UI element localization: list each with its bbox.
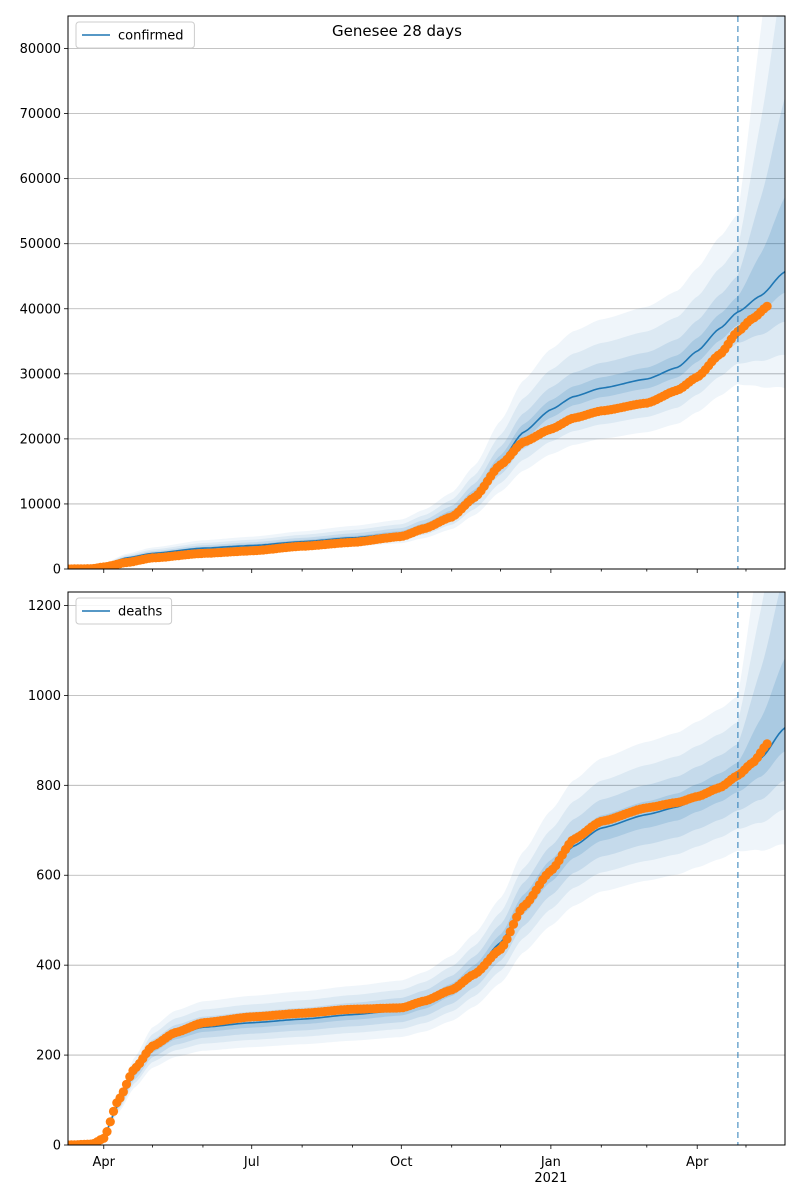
y-tick-label: 600 [36, 869, 61, 884]
y-tick-label: 0 [53, 563, 61, 578]
axes-frame [67, 15, 786, 570]
observed-point [762, 739, 772, 749]
y-tick-label: 30000 [20, 367, 61, 382]
x-tick-sublabel: 2021 [534, 1171, 567, 1186]
y-tick-label: 50000 [20, 237, 61, 252]
y-tick-label: 200 [36, 1049, 61, 1064]
y-tick-label: 80000 [20, 42, 61, 57]
x-tick-label: Jan [540, 1155, 561, 1170]
observed-point [762, 301, 772, 311]
plot-area [68, 592, 785, 1145]
y-tick-label: 1000 [28, 689, 61, 704]
y-tick-label: 20000 [20, 432, 61, 447]
y-tick-label: 60000 [20, 172, 61, 187]
axes-frame [67, 591, 786, 1146]
observed-point [508, 919, 519, 929]
legend-box [75, 21, 195, 49]
y-tick-label: 10000 [20, 497, 61, 512]
observed-point [502, 934, 512, 944]
chart-title: Genesee 28 days [332, 22, 462, 40]
y-tick-label: 400 [36, 959, 61, 974]
x-tick-label: Apr [93, 1155, 116, 1170]
legend-label: confirmed [118, 29, 184, 44]
observed-point [105, 1117, 115, 1127]
uncertainty-band [68, 196, 785, 569]
legend-label: deaths [118, 605, 163, 620]
legend-box [75, 597, 173, 625]
confirmed-panel: 0 10000 20000 30000 40000 50000 60000 70000 8000… [20, 15, 786, 578]
x-tick-label: Apr [686, 1155, 709, 1170]
uncertainty-band [68, 16, 785, 569]
uncertainty-band [68, 592, 785, 1145]
x-tick-label: Oct [390, 1155, 412, 1170]
y-tick-label: 0 [53, 1139, 61, 1154]
plot-area [68, 16, 785, 569]
uncertainty-band [68, 592, 785, 1145]
y-tick-label: 1200 [28, 599, 61, 614]
y-tick-label: 70000 [20, 107, 61, 122]
observed-point [121, 1079, 132, 1089]
observed-point [505, 927, 515, 937]
x-tick-label: Jul [243, 1155, 260, 1170]
y-tick-label: 40000 [20, 302, 61, 317]
observed-point [102, 1127, 112, 1137]
observed-point [118, 1087, 128, 1097]
observed-point [108, 1106, 119, 1116]
y-tick-label: 800 [36, 779, 61, 794]
